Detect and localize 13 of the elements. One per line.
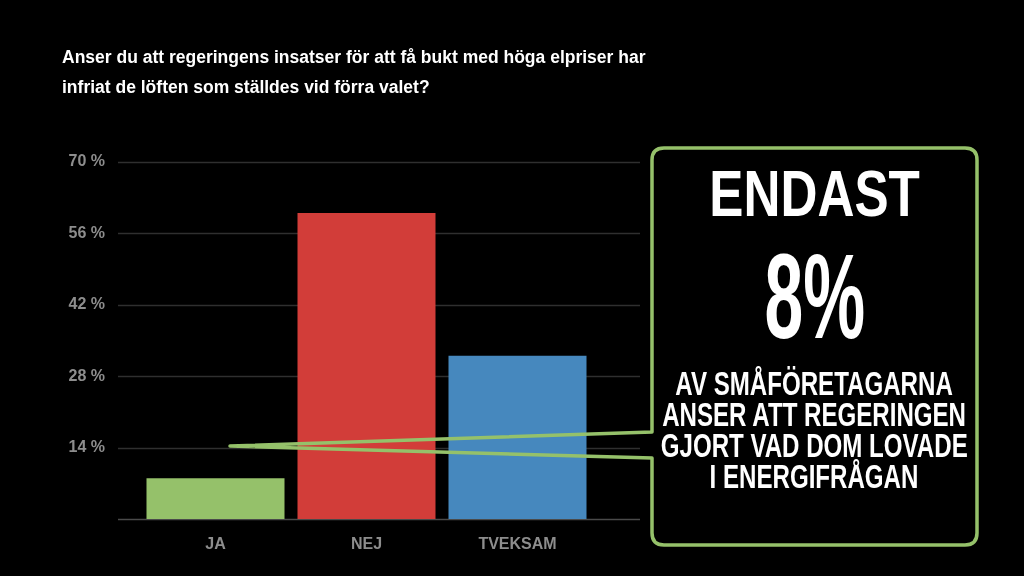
y-tick-label: 56 % [68,223,105,241]
bar [146,478,285,519]
y-tick-label: 70 % [68,152,105,170]
bar [297,213,436,519]
x-tick-label: TVEKSAM [478,535,557,553]
x-tick-label: NEJ [350,535,383,553]
text: ENDAST 8% AV SMÅFÖRETAGARNA ANSER ATT REGERINGEN GJORT VAD DOM LOVADE I ENERGIFRÅGAN [661,158,968,495]
bar [448,355,587,519]
y-tick-label: 14 % [68,438,105,456]
chart-title: Anser du att regeringens insatser för att få bukt med höga elpriser har infriat de löften som ställdes vid förra valet? [62,46,647,99]
y-tick-label: 28 % [68,366,105,384]
x-tick-label: JA [205,535,227,553]
y-tick-label: 42 % [68,295,105,313]
